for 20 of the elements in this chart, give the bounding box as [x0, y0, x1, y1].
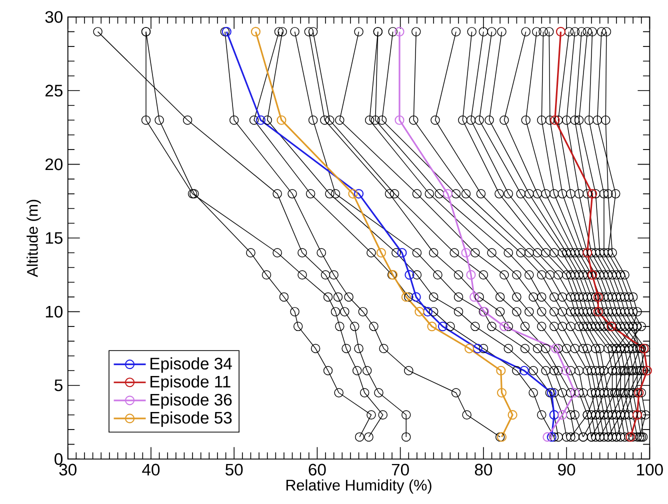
legend-label: Episode 53	[150, 411, 232, 427]
y-tick-label: 20	[46, 158, 63, 170]
x-tick-label: 70	[392, 464, 409, 476]
y-tick-label: 30	[45, 11, 63, 23]
x-tick-label: 40	[142, 464, 160, 476]
legend-label: Episode 34	[150, 357, 232, 373]
legend-label: Episode 11	[150, 375, 230, 391]
x-tick-label: 60	[308, 464, 326, 476]
y-tick-label: 15	[46, 232, 62, 244]
y-tick-label: 5	[54, 380, 62, 392]
y-tick-label: 25	[46, 84, 62, 97]
x-tick-label: 100	[637, 464, 663, 476]
x-tick-label: 80	[474, 464, 492, 476]
y-axis-title: Altitude (m)	[26, 200, 41, 278]
x-tick-label: 90	[558, 464, 576, 476]
y-tick-label: 0	[54, 453, 63, 465]
y-tick-label: 10	[46, 306, 63, 318]
x-axis-title: Relative Humidity (%)	[286, 479, 432, 494]
x-tick-label: 50	[226, 464, 243, 476]
legend-label: Episode 36	[150, 393, 232, 409]
